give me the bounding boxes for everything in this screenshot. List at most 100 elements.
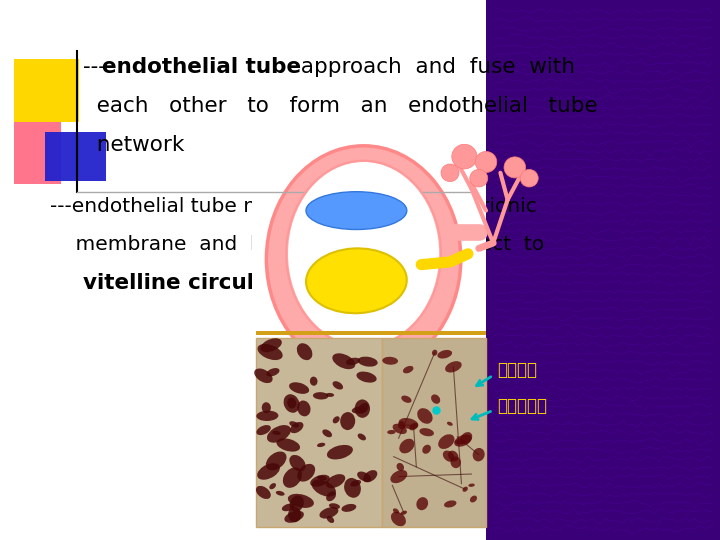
Bar bbox=[382, 338, 486, 526]
Ellipse shape bbox=[289, 382, 309, 394]
Ellipse shape bbox=[256, 486, 271, 499]
Ellipse shape bbox=[416, 497, 428, 510]
Ellipse shape bbox=[444, 501, 456, 508]
Ellipse shape bbox=[333, 381, 343, 389]
Ellipse shape bbox=[356, 372, 377, 383]
Text: 原始血管: 原始血管 bbox=[497, 361, 537, 379]
Text: vitelline circulation: vitelline circulation bbox=[83, 273, 315, 293]
Text: ---endothelial tube network appears in chorionic: ---endothelial tube network appears in c… bbox=[50, 197, 537, 216]
Ellipse shape bbox=[431, 394, 440, 404]
Ellipse shape bbox=[391, 512, 406, 526]
Ellipse shape bbox=[504, 157, 526, 178]
Ellipse shape bbox=[310, 475, 330, 487]
Ellipse shape bbox=[254, 368, 273, 383]
Bar bbox=[45, 132, 106, 181]
Ellipse shape bbox=[448, 450, 459, 462]
Ellipse shape bbox=[327, 516, 334, 523]
Ellipse shape bbox=[469, 483, 474, 487]
Ellipse shape bbox=[419, 428, 434, 436]
Ellipse shape bbox=[317, 443, 325, 447]
Ellipse shape bbox=[438, 434, 454, 449]
Ellipse shape bbox=[363, 470, 377, 482]
Bar bbox=[14, 122, 61, 184]
Ellipse shape bbox=[451, 456, 461, 468]
Ellipse shape bbox=[256, 410, 279, 421]
Ellipse shape bbox=[455, 440, 465, 444]
Ellipse shape bbox=[460, 432, 472, 444]
Ellipse shape bbox=[258, 344, 283, 360]
Ellipse shape bbox=[269, 483, 276, 489]
Ellipse shape bbox=[400, 438, 415, 454]
Ellipse shape bbox=[333, 416, 340, 423]
Ellipse shape bbox=[313, 392, 328, 400]
Ellipse shape bbox=[297, 464, 315, 482]
Ellipse shape bbox=[256, 425, 271, 435]
Ellipse shape bbox=[346, 357, 360, 365]
Ellipse shape bbox=[288, 494, 314, 508]
Ellipse shape bbox=[403, 366, 413, 373]
Ellipse shape bbox=[288, 162, 439, 346]
Ellipse shape bbox=[333, 353, 355, 369]
Text: each   other   to   form   an   endothelial   tube: each other to form an endothelial tube bbox=[83, 96, 598, 116]
Ellipse shape bbox=[441, 164, 459, 181]
Bar bbox=[256, 338, 382, 526]
Ellipse shape bbox=[387, 430, 396, 434]
Ellipse shape bbox=[417, 408, 433, 424]
Ellipse shape bbox=[317, 476, 327, 481]
Ellipse shape bbox=[341, 504, 356, 512]
Ellipse shape bbox=[470, 170, 488, 187]
Ellipse shape bbox=[267, 425, 291, 443]
Ellipse shape bbox=[382, 357, 398, 364]
Ellipse shape bbox=[310, 376, 318, 386]
Ellipse shape bbox=[437, 350, 452, 359]
Ellipse shape bbox=[326, 491, 336, 501]
Ellipse shape bbox=[399, 418, 418, 429]
Ellipse shape bbox=[288, 507, 301, 522]
Ellipse shape bbox=[323, 429, 332, 437]
Ellipse shape bbox=[276, 438, 300, 451]
Ellipse shape bbox=[282, 503, 295, 511]
Ellipse shape bbox=[445, 361, 462, 373]
Ellipse shape bbox=[358, 356, 378, 367]
Ellipse shape bbox=[392, 424, 407, 434]
Ellipse shape bbox=[447, 422, 453, 426]
Ellipse shape bbox=[400, 511, 407, 515]
Ellipse shape bbox=[358, 434, 366, 441]
Ellipse shape bbox=[289, 455, 306, 471]
Text: network: network bbox=[83, 135, 184, 155]
Ellipse shape bbox=[358, 403, 369, 414]
Ellipse shape bbox=[352, 407, 366, 414]
Ellipse shape bbox=[422, 445, 431, 454]
Ellipse shape bbox=[306, 248, 407, 313]
Ellipse shape bbox=[351, 480, 361, 487]
Ellipse shape bbox=[462, 487, 468, 492]
Ellipse shape bbox=[290, 422, 303, 433]
Ellipse shape bbox=[397, 463, 404, 471]
Ellipse shape bbox=[276, 491, 284, 496]
Ellipse shape bbox=[297, 401, 310, 416]
Bar bbox=[14, 59, 79, 122]
Text: membrane  and  body  stalk,  and  connect  to: membrane and body stalk, and connect to bbox=[50, 235, 544, 254]
Ellipse shape bbox=[340, 412, 355, 430]
Ellipse shape bbox=[312, 480, 336, 497]
Ellipse shape bbox=[327, 445, 353, 460]
Ellipse shape bbox=[266, 146, 461, 373]
Bar bbox=[256, 331, 486, 335]
Ellipse shape bbox=[443, 450, 454, 462]
Ellipse shape bbox=[289, 421, 299, 428]
Ellipse shape bbox=[454, 435, 472, 447]
Ellipse shape bbox=[284, 511, 304, 523]
Ellipse shape bbox=[398, 421, 405, 429]
Ellipse shape bbox=[432, 350, 438, 356]
Ellipse shape bbox=[289, 495, 304, 512]
Ellipse shape bbox=[257, 463, 280, 480]
Text: approach  and  fuse  with: approach and fuse with bbox=[294, 57, 575, 77]
Text: endothelial tube: endothelial tube bbox=[102, 57, 302, 77]
Ellipse shape bbox=[320, 507, 338, 518]
Ellipse shape bbox=[306, 192, 407, 230]
Ellipse shape bbox=[401, 395, 412, 403]
Ellipse shape bbox=[390, 470, 408, 483]
Ellipse shape bbox=[344, 478, 361, 498]
Ellipse shape bbox=[470, 496, 477, 502]
Bar bbox=[252, 151, 486, 529]
